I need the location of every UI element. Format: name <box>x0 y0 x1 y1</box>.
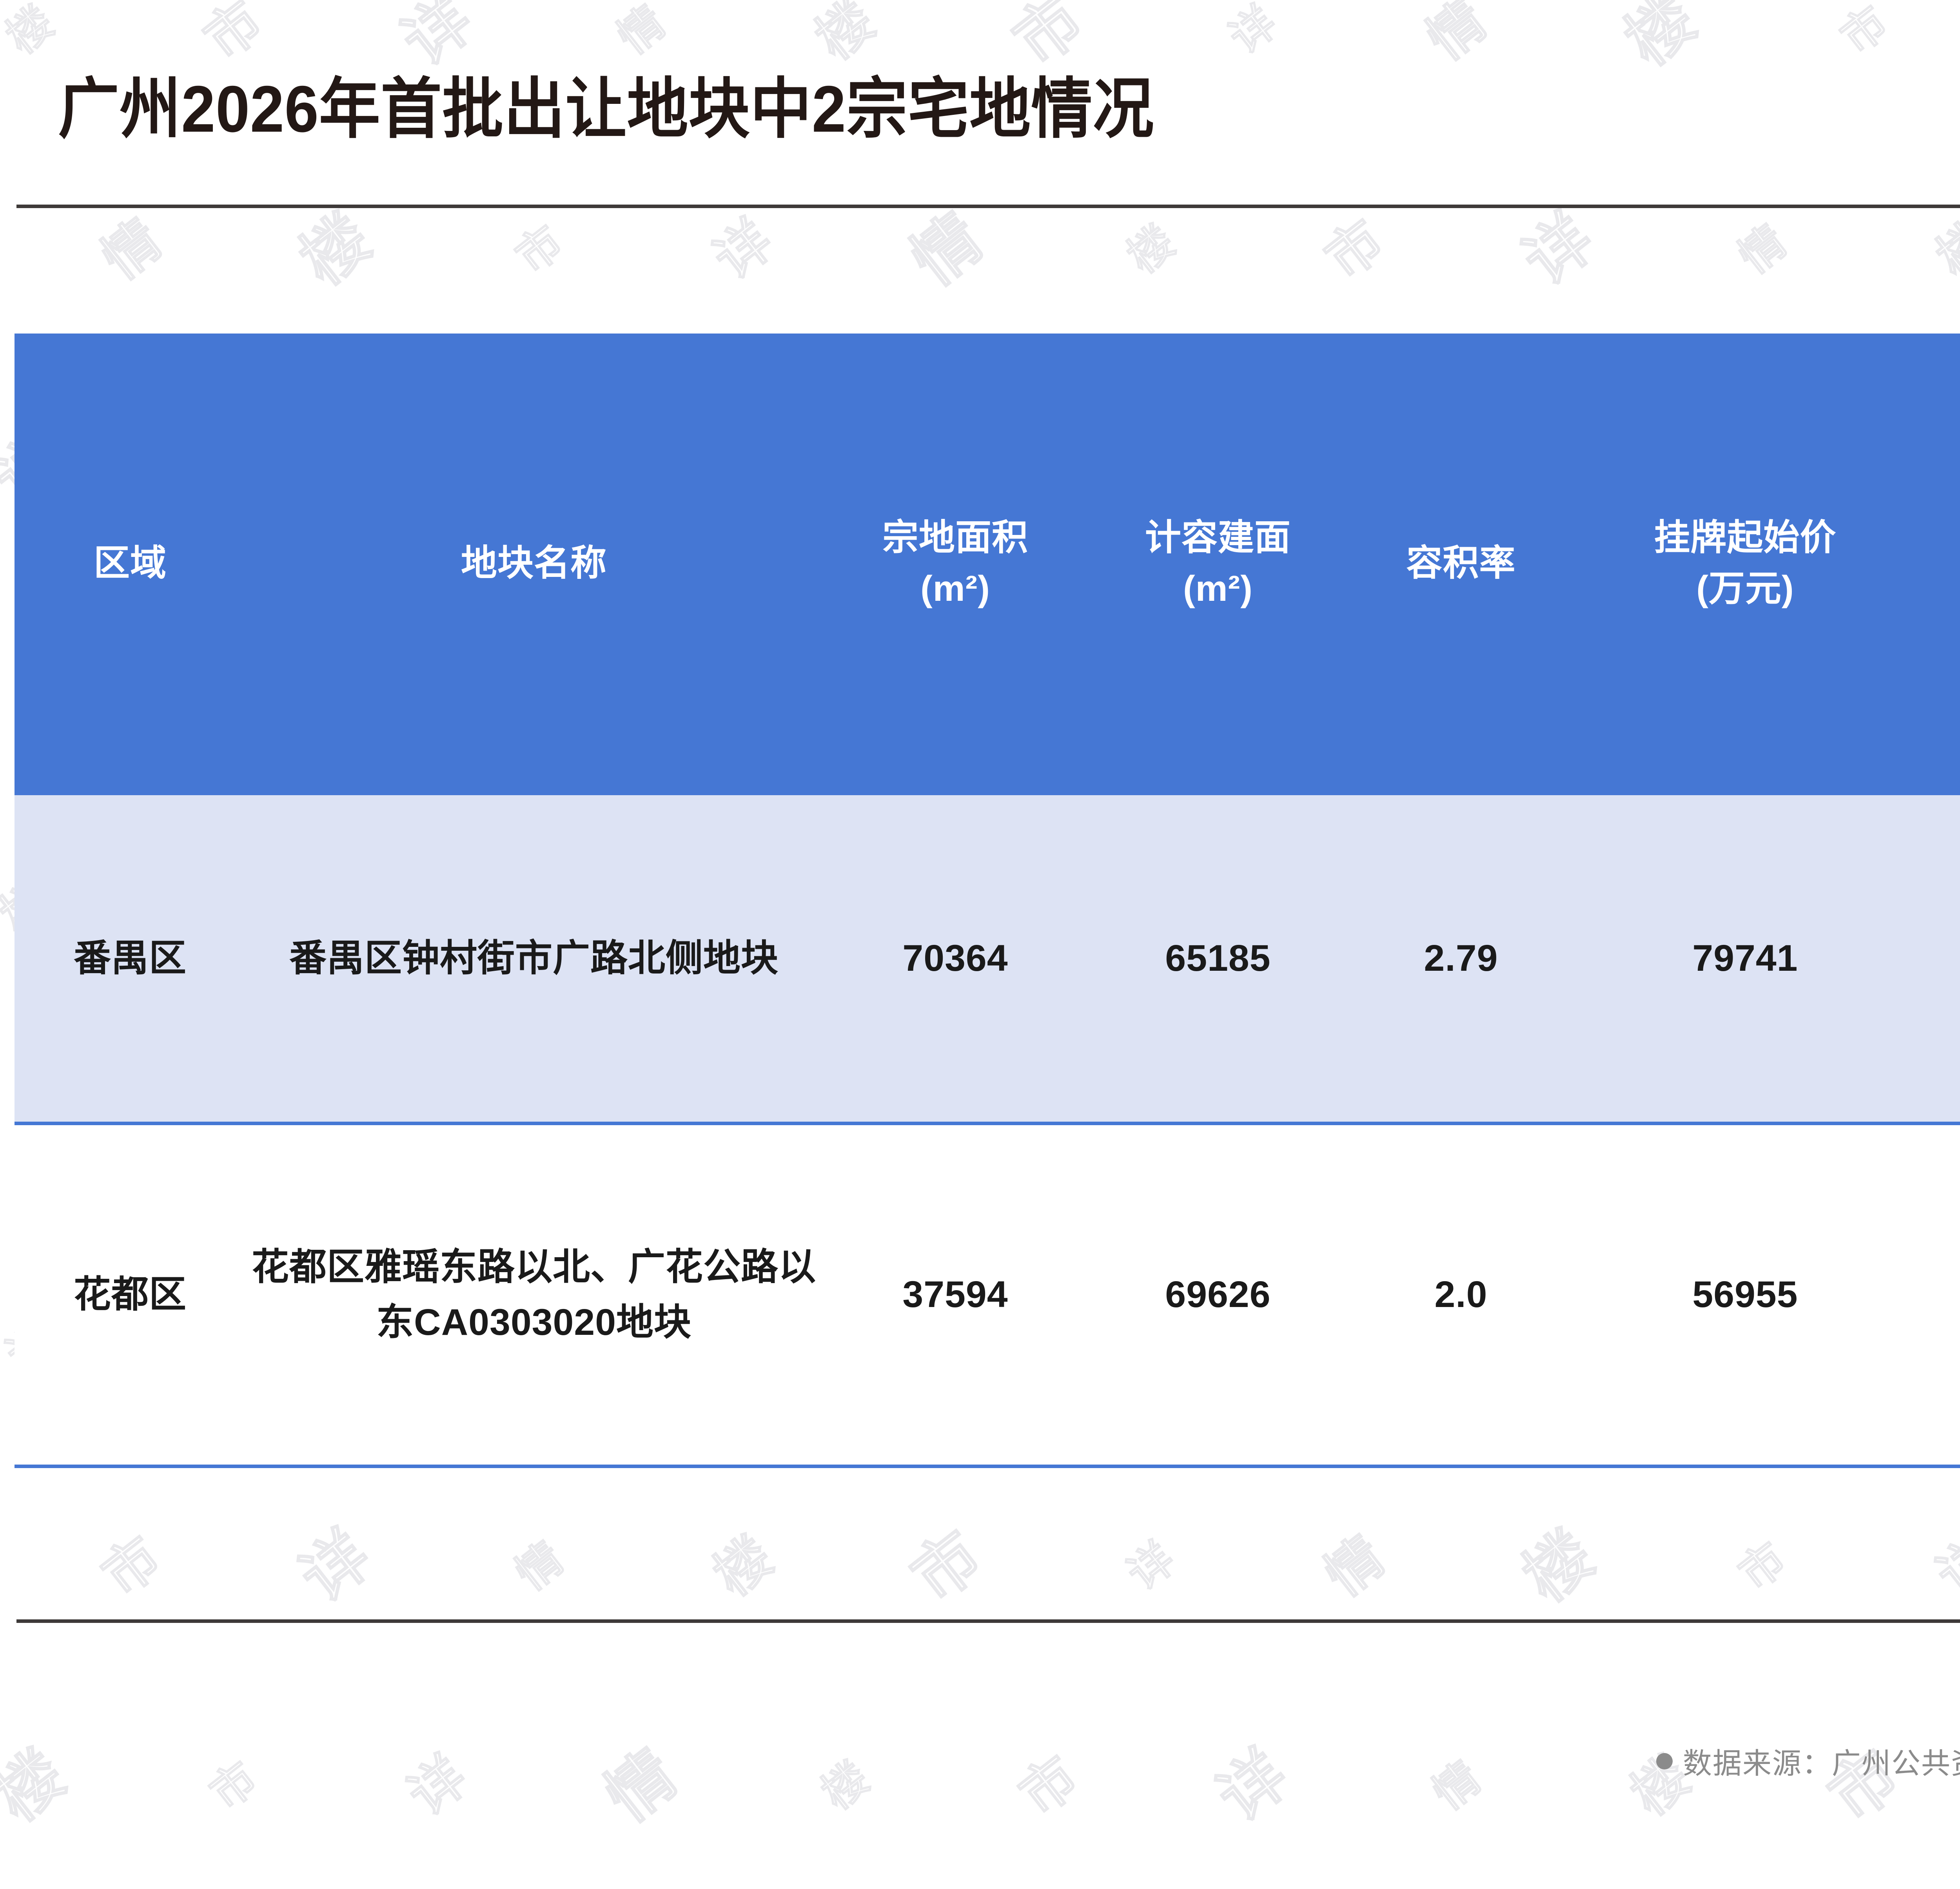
col-header-gfa-unit: (m²) <box>1183 569 1253 609</box>
watermark-text: 市 <box>1730 1532 1797 1600</box>
watermark-text: 详 <box>396 1743 480 1827</box>
watermark-text: 详 <box>1925 1523 1960 1608</box>
col-header-land-area-unit: (m²) <box>920 569 990 609</box>
cell-gfa: 65185 <box>1089 793 1347 1125</box>
watermark-text: 情 <box>898 199 998 299</box>
watermark-text: 楼 <box>812 1751 880 1819</box>
cell-far: 2.0 <box>1347 1123 1575 1468</box>
cell-region: 花都区 <box>15 1123 246 1468</box>
watermark-text: 情 <box>506 1532 574 1600</box>
col-header-far-label: 容积率 <box>1406 543 1516 583</box>
source-text: 数据来源：广州公共资源交易中心 <box>1683 1747 1960 1780</box>
cell-price: 56955 <box>1575 1123 1916 1468</box>
col-header-region: 区域 <box>15 334 246 794</box>
watermark-text: 市 <box>506 215 574 283</box>
watermark-text: 情 <box>1424 1751 1491 1819</box>
watermark-text: 市 <box>898 1516 998 1616</box>
cell-gfa: 69626 <box>1089 1123 1347 1468</box>
cell-name: 番禺区钟村街市广路北侧地块 <box>246 793 822 1125</box>
col-header-far: 容积率 <box>1347 334 1575 794</box>
table-row: 番禺区 番禺区钟村街市广路北侧地块 70364 65185 2.79 79741… <box>15 793 1960 1125</box>
watermark-text: 市 <box>1314 207 1397 291</box>
col-header-name-label: 地块名称 <box>461 543 607 583</box>
cell-date: 2月13日 <box>1916 1123 1960 1468</box>
cell-land-area: 37594 <box>822 1123 1089 1468</box>
page-title: 广州2026年首批出让地块中2宗宅地情况 <box>58 72 1154 146</box>
title-divider <box>16 205 1960 208</box>
col-header-name: 地块名称 <box>246 334 822 794</box>
watermark-text: 详 <box>287 1516 387 1616</box>
land-parcel-table: 区域 地块名称 宗地面积 (m²) 计容建面 (m²) 容积率 挂牌起始价 <box>15 334 1960 1468</box>
col-header-land-area: 宗地面积 (m²) <box>822 334 1089 794</box>
col-header-price: 挂牌起始价 (万元) <box>1575 334 1916 794</box>
footer-divider <box>16 1619 1960 1623</box>
cell-price: 79741 <box>1575 793 1916 1125</box>
cell-region: 番禺区 <box>15 793 246 1125</box>
watermark-text: 情 <box>1314 1523 1397 1608</box>
col-header-gfa: 计容建面 (m²) <box>1089 334 1347 794</box>
col-header-price-unit: (万元) <box>1696 569 1794 609</box>
table-row: 花都区 花都区雅瑶东路以北、广花公路以东CA0303020地块 37594 69… <box>15 1123 1960 1468</box>
watermark-text: 楼 <box>0 1735 80 1836</box>
col-header-land-area-label: 宗地面积 <box>882 517 1028 558</box>
watermark-text: 详 <box>1118 1532 1185 1600</box>
cell-far: 2.79 <box>1347 793 1575 1125</box>
watermark-text: 楼 <box>287 199 387 299</box>
watermark-text: 详 <box>702 207 786 291</box>
col-header-date: 竞价日期 <box>1916 334 1960 794</box>
watermark-text: 详 <box>1204 1735 1304 1836</box>
watermark-text: 市 <box>201 1751 268 1819</box>
watermark-text: 楼 <box>1510 1516 1610 1616</box>
watermark-text: 情 <box>1730 215 1797 283</box>
watermark-text: 详 <box>1510 199 1610 299</box>
header: 广州2026年首批出让地块中2宗宅地情况 <box>0 0 1960 208</box>
col-header-price-label: 挂牌起始价 <box>1654 517 1837 558</box>
watermark-text: 市 <box>1008 1743 1091 1827</box>
table-header-row: 区域 地块名称 宗地面积 (m²) 计容建面 (m²) 容积率 挂牌起始价 <box>15 334 1960 794</box>
watermark-text: 楼 <box>702 1523 786 1608</box>
col-header-gfa-label: 计容建面 <box>1145 517 1291 558</box>
watermark-text: 楼 <box>1925 207 1960 291</box>
watermark-text: 情 <box>592 1735 692 1836</box>
bullet-dot-icon <box>1656 1753 1673 1769</box>
col-header-region-label: 区域 <box>93 543 167 583</box>
cell-name: 花都区雅瑶东路以北、广花公路以东CA0303020地块 <box>246 1123 822 1468</box>
watermark-text: 情 <box>91 207 174 291</box>
cell-date: 2月13日 <box>1916 793 1960 1125</box>
watermark-text: 楼 <box>1118 215 1185 283</box>
watermark-text: 市 <box>91 1523 174 1608</box>
source-note: 数据来源：广州公共资源交易中心 <box>1656 1740 1960 1782</box>
cell-land-area: 70364 <box>822 793 1089 1125</box>
